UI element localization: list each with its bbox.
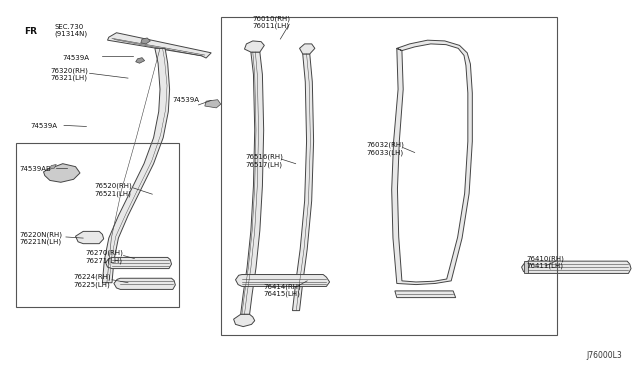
Polygon shape	[205, 100, 221, 108]
Text: FR: FR	[24, 27, 37, 36]
Text: 74539A: 74539A	[173, 97, 200, 103]
Polygon shape	[395, 291, 456, 298]
Polygon shape	[524, 261, 528, 273]
Polygon shape	[141, 38, 150, 44]
Bar	[221, 17, 557, 335]
Polygon shape	[522, 261, 631, 273]
Polygon shape	[114, 278, 175, 289]
Polygon shape	[244, 41, 264, 52]
Polygon shape	[44, 164, 80, 182]
Polygon shape	[292, 54, 314, 311]
Text: 74539AB: 74539AB	[19, 166, 51, 172]
Polygon shape	[106, 257, 172, 269]
Polygon shape	[300, 44, 315, 54]
Text: 76520(RH)
76521(LH): 76520(RH) 76521(LH)	[95, 183, 132, 197]
Text: 76516(RH)
76517(LH): 76516(RH) 76517(LH)	[245, 154, 283, 168]
Polygon shape	[392, 40, 472, 285]
Polygon shape	[102, 48, 170, 283]
Polygon shape	[234, 314, 255, 327]
Text: 76410(RH)
76411(LH): 76410(RH) 76411(LH)	[527, 255, 564, 269]
Text: 76220N(RH)
76221N(LH): 76220N(RH) 76221N(LH)	[19, 231, 62, 245]
Polygon shape	[108, 33, 211, 58]
Text: 76320(RH)
76321(LH): 76320(RH) 76321(LH)	[50, 67, 88, 81]
Polygon shape	[241, 52, 264, 314]
Polygon shape	[236, 275, 330, 286]
Text: 74539A: 74539A	[63, 55, 90, 61]
Polygon shape	[136, 58, 145, 63]
Text: SEC.730
(91314N): SEC.730 (91314N)	[54, 24, 88, 37]
Text: 76010(RH)
76011(LH): 76010(RH) 76011(LH)	[253, 15, 291, 29]
Polygon shape	[76, 231, 104, 244]
Text: 74539A: 74539A	[31, 124, 58, 129]
Text: 76224(RH)
76225(LH): 76224(RH) 76225(LH)	[74, 274, 111, 288]
Text: 76414(RH)
76415(LH): 76414(RH) 76415(LH)	[264, 283, 301, 297]
Text: J76000L3: J76000L3	[586, 351, 622, 360]
Text: 76032(RH)
76033(LH): 76032(RH) 76033(LH)	[366, 142, 404, 156]
Polygon shape	[49, 164, 56, 169]
Text: 76270(RH)
76271(LH): 76270(RH) 76271(LH)	[85, 250, 123, 264]
Bar	[16, 143, 179, 307]
